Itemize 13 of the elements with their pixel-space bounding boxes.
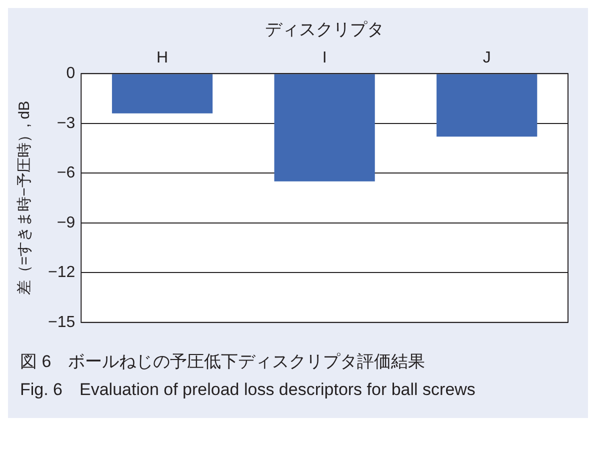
y-tick-label: −9 <box>56 214 76 232</box>
y-tick-label: −12 <box>48 264 76 282</box>
y-tick-label: 0 <box>66 65 76 82</box>
y-tick-label: −15 <box>48 314 76 331</box>
x-tick-label: H <box>156 49 168 66</box>
caption: 図 6 ボールねじの予圧低下ディスクリプタ評価結果 <box>20 351 426 373</box>
y-tick-label: −6 <box>56 164 76 182</box>
x-axis-title: ディスクリプタ <box>265 20 384 39</box>
y-axis-title: 差（=すきま時−予圧時）, dB <box>16 100 34 296</box>
x-tick-label: I <box>322 49 327 66</box>
y-tick-label: −3 <box>56 114 76 132</box>
x-tick-label: J <box>482 49 491 66</box>
caption: Fig. 6 Evaluation of preload loss descriptors for ball screws <box>20 379 476 401</box>
